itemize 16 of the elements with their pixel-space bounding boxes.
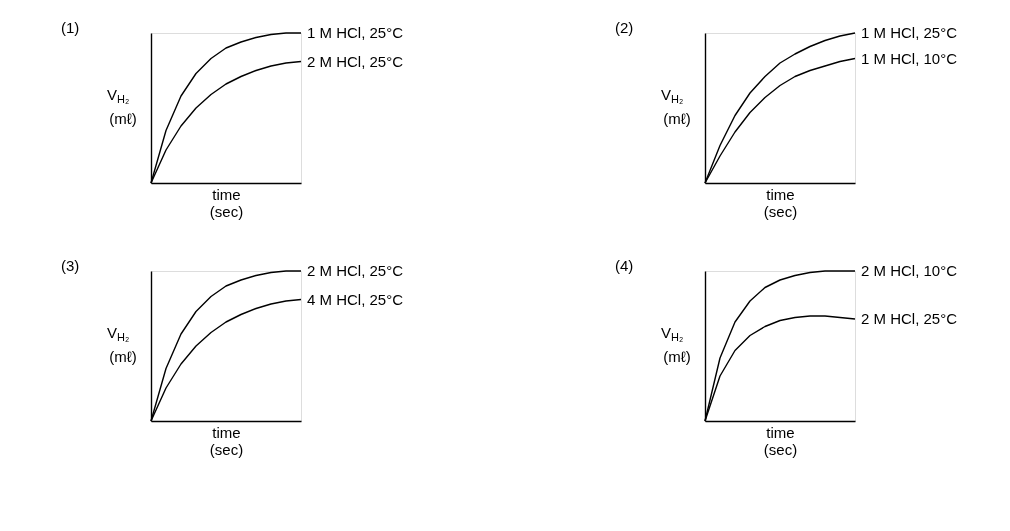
series-label: 2 M HCl, 25°C — [307, 262, 404, 279]
chart-title: (3) — [61, 257, 80, 274]
chart-title: (1) — [61, 19, 80, 36]
x-axis-title: time (sec) — [209, 423, 244, 458]
chart-title: (2) — [615, 19, 634, 36]
series-label: 2 M HCl, 25°C — [861, 310, 958, 327]
series-label: 2 M HCl, 10°C — [861, 262, 958, 279]
series-label: 1 M HCl, 25°C — [307, 24, 404, 41]
series-label: 2 M HCl, 25°C — [307, 52, 404, 70]
x-axis-title: time (sec) — [763, 185, 798, 220]
x-axis-title: time (sec) — [209, 185, 244, 220]
chart-title: (4) — [615, 257, 634, 274]
series-label: 1 M HCl, 25°C — [861, 24, 958, 41]
series-label: 1 M HCl, 10°C — [861, 49, 958, 67]
series-label: 4 M HCl, 25°C — [307, 290, 404, 308]
x-axis-title: time (sec) — [763, 423, 798, 458]
